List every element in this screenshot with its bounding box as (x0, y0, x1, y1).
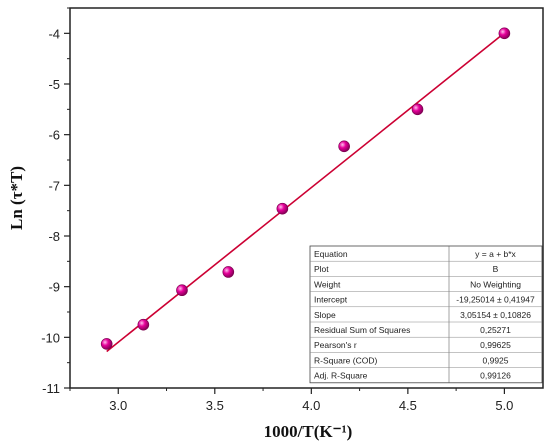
stats-table-frame (309, 245, 543, 384)
x-tick-label: 3.5 (206, 398, 224, 413)
y-tick-label: -6 (48, 128, 60, 143)
y-axis-title: Ln (τ*T) (7, 166, 26, 230)
y-tick-label: -10 (41, 330, 60, 345)
y-tick-label: -8 (48, 229, 60, 244)
stats-label: Intercept (314, 295, 348, 305)
stats-table: Equation y = a + b*x Plot B Weight No Weighti… (309, 245, 543, 384)
data-point (222, 266, 235, 278)
fit-line (106, 32, 505, 353)
y-tick-label: -5 (48, 77, 60, 92)
data-point (176, 284, 188, 297)
stats-value: 0,9925 (483, 355, 509, 365)
stats-label: R-Square (COD) (314, 355, 377, 365)
y-tick-label: -11 (42, 381, 60, 396)
ticks (64, 7, 505, 394)
x-tick-label: 3.0 (109, 398, 127, 413)
x-tick-label: 4.0 (302, 398, 320, 413)
data-point (498, 27, 511, 40)
stats-label: Residual Sum of Squares (314, 325, 410, 335)
stats-value: 0,99625 (480, 340, 511, 350)
x-tick-label: 5.0 (495, 398, 513, 413)
stats-value: 0,99126 (480, 371, 511, 381)
data-point (411, 103, 424, 116)
stats-value: 0,25271 (480, 325, 511, 335)
data-point (276, 202, 289, 215)
y-tick-label: -7 (48, 178, 60, 193)
stats-label: Equation (314, 249, 348, 259)
stats-label: Pearson's r (314, 340, 357, 350)
stats-label: Adj. R-Square (314, 371, 368, 381)
stats-label: Slope (314, 310, 336, 320)
x-tick-label: 4.5 (399, 398, 417, 413)
stats-value: B (493, 264, 499, 274)
stats-value: -19,25014 ± 0,41947 (456, 295, 535, 305)
stats-value: 3,05154 ± 0,10826 (460, 310, 531, 320)
stats-value: No Weighting (470, 279, 521, 289)
stats-value: y = a + b*x (475, 249, 516, 259)
x-axis-title: 1000/T(K⁻¹) (264, 422, 353, 441)
y-tick-label: -4 (48, 26, 60, 41)
data-point (100, 338, 113, 350)
stats-label: Plot (314, 264, 329, 274)
fit-line-group (106, 32, 505, 353)
data-points (100, 27, 511, 350)
data-point (137, 318, 150, 331)
y-tick-label: -9 (48, 280, 60, 295)
data-point (338, 140, 350, 153)
stats-label: Weight (314, 279, 341, 289)
tick-labels: 3.0 3.5 4.0 4.5 5.0 -4 -5 -6 -7 -8 -9 -10 -11 (41, 26, 513, 413)
